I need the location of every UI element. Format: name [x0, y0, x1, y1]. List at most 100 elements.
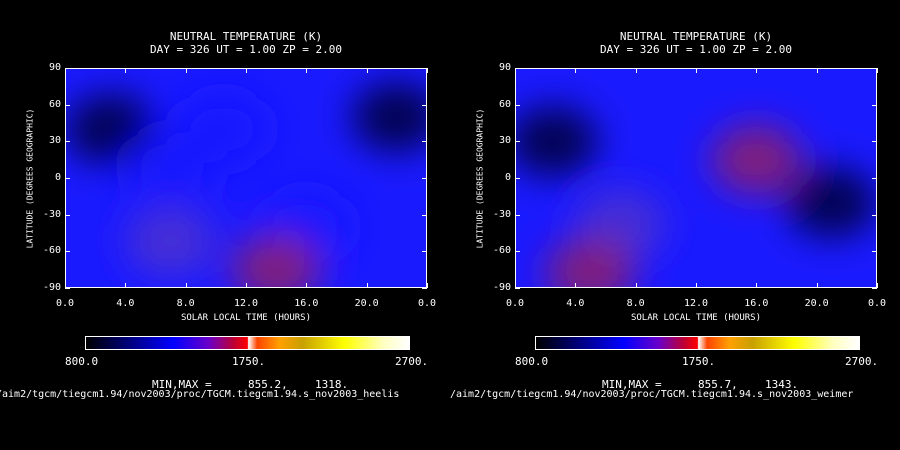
colorbar-max-label: 2700. — [395, 355, 429, 368]
x-tick-mark — [575, 283, 577, 288]
heatmap-feature — [125, 206, 216, 277]
x-tick-mark — [306, 68, 308, 73]
x-tick-mark — [575, 68, 577, 73]
chart-subtitle: DAY = 326 UT = 1.00 ZP = 2.00 — [149, 43, 343, 56]
y-tick-mark — [422, 288, 427, 289]
y-tick-mark — [872, 104, 877, 106]
y-tick-mark — [65, 288, 70, 289]
y-tick-label: 30 — [498, 135, 511, 147]
y-tick-mark — [515, 68, 520, 69]
x-tick-mark — [427, 283, 428, 288]
x-tick-mark — [185, 283, 187, 288]
left-panel: NEUTRAL TEMPERATURE (K) DAY = 326 UT = 1… — [26, 30, 437, 391]
y-tick-label: -30 — [42, 208, 61, 220]
y-tick-mark — [515, 104, 520, 106]
heatmap-feature — [515, 106, 598, 177]
x-tick-mark — [65, 68, 66, 73]
colorbar-max-label: 2700. — [845, 355, 879, 368]
x-tick-label: 0.0 — [417, 298, 437, 309]
heatmap-plot — [65, 68, 427, 288]
colorbar-min-label: 800.0 — [515, 355, 549, 368]
y-axis-label: LATITUDE (DEGREES GEOGRAPHIC) — [475, 108, 485, 249]
y-tick-label: -60 — [42, 245, 61, 257]
y-tick-mark — [515, 178, 520, 179]
y-tick-mark — [422, 68, 427, 69]
y-tick-mark — [65, 251, 70, 253]
y-tick-label: -30 — [492, 208, 511, 220]
y-tick-mark — [65, 214, 70, 216]
chart-title: NEUTRAL TEMPERATURE (K) — [619, 30, 773, 43]
y-tick-mark — [422, 141, 427, 143]
y-tick-mark — [872, 141, 877, 143]
x-tick-mark — [635, 283, 637, 288]
x-tick-mark — [877, 283, 878, 288]
x-tick-mark — [515, 68, 516, 73]
colorbar-mid-label: 1750. — [232, 355, 266, 368]
x-tick-mark — [366, 283, 368, 288]
x-tick-mark — [185, 68, 187, 73]
minmax-label: MIN,MAX = — [152, 378, 212, 391]
y-tick-mark — [422, 214, 427, 216]
x-tick-label: 0.0 — [55, 298, 75, 309]
x-tick-mark — [246, 283, 247, 288]
y-tick-label: 90 — [48, 62, 61, 73]
y-tick-mark — [422, 104, 427, 106]
x-tick-mark — [125, 68, 127, 73]
x-tick-mark — [125, 283, 127, 288]
heatmap-plot — [515, 68, 877, 288]
x-tick-label: 20.0 — [804, 298, 829, 309]
x-tick-mark — [877, 68, 878, 73]
x-tick-mark — [696, 283, 697, 288]
x-tick-mark — [246, 68, 247, 73]
y-tick-mark — [65, 141, 70, 143]
x-tick-mark — [756, 283, 758, 288]
x-axis-label: SOLAR LOCAL TIME (HOURS) — [180, 313, 312, 323]
x-tick-mark — [816, 68, 818, 73]
chart-subtitle: DAY = 326 UT = 1.00 ZP = 2.00 — [599, 43, 793, 56]
x-tick-label: 0.0 — [505, 298, 525, 309]
y-tick-mark — [515, 251, 520, 253]
y-tick-mark — [65, 68, 70, 69]
y-tick-label: 0 — [54, 172, 61, 183]
x-tick-label: 20.0 — [354, 298, 379, 309]
x-tick-label: 4.0 — [116, 298, 135, 309]
y-tick-label: 30 — [48, 135, 61, 147]
x-tick-mark — [635, 68, 637, 73]
x-tick-mark — [816, 283, 818, 288]
x-tick-label: 8.0 — [176, 298, 195, 309]
x-tick-mark — [366, 68, 368, 73]
heatmap-feature — [545, 238, 636, 288]
x-tick-label: 16.0 — [744, 298, 769, 309]
y-tick-mark — [65, 178, 70, 179]
x-tick-mark — [306, 283, 308, 288]
y-tick-label: -60 — [492, 245, 511, 257]
x-tick-label: 12.0 — [683, 298, 709, 309]
x-tick-label: 16.0 — [294, 298, 319, 309]
y-tick-mark — [872, 214, 877, 216]
y-tick-label: -90 — [42, 282, 61, 293]
y-tick-mark — [422, 178, 427, 179]
x-tick-label: 8.0 — [626, 298, 645, 309]
max-value: 1318. — [315, 378, 349, 391]
y-tick-mark — [872, 288, 877, 289]
y-tick-mark — [515, 288, 520, 289]
min-value: 855.7, — [698, 378, 738, 391]
y-tick-mark — [515, 141, 520, 143]
x-tick-mark — [696, 68, 697, 73]
x-tick-mark — [427, 68, 428, 73]
colorbar-mid-label: 1750. — [682, 355, 716, 368]
y-tick-mark — [65, 104, 70, 106]
x-tick-label: 0.0 — [867, 298, 887, 309]
x-tick-label: 4.0 — [566, 298, 585, 309]
y-tick-mark — [515, 214, 520, 216]
x-axis-label: SOLAR LOCAL TIME (HOURS) — [630, 313, 762, 323]
y-tick-label: -90 — [492, 282, 511, 293]
y-tick-mark — [872, 251, 877, 253]
file-path-left: /aim2/tgcm/tiegcm1.94/nov2003/proc/TGCM.… — [0, 389, 400, 400]
heatmap-feature — [65, 94, 156, 165]
y-tick-label: 60 — [498, 98, 511, 110]
colorbar-min-label: 800.0 — [65, 355, 99, 368]
max-value: 1343. — [765, 378, 799, 391]
heatmap-feature — [786, 167, 877, 238]
heatmap-feature — [231, 234, 322, 288]
